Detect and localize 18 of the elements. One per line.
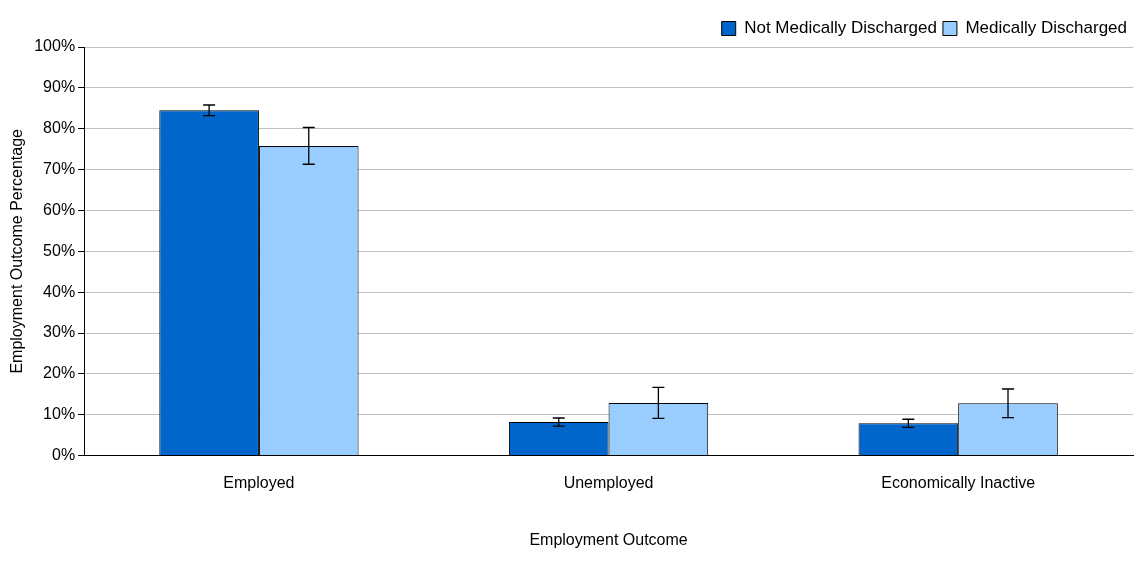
y-tick-label: 50% <box>43 241 76 259</box>
legend-label: Medically Discharged <box>965 18 1128 38</box>
y-tick-label: 60% <box>43 200 76 218</box>
x-tick-label: Employed <box>223 473 295 491</box>
y-tick-label: 0% <box>52 446 76 464</box>
y-tick-label: 30% <box>43 323 76 341</box>
y-tick-label: 70% <box>43 159 76 177</box>
y-tick-label: 20% <box>43 364 76 382</box>
y-tick-label: 90% <box>43 78 76 96</box>
y-tick-label: 40% <box>43 282 76 300</box>
x-tick-label: Unemployed <box>563 473 654 491</box>
x-axis-title: Employment Outcome <box>529 530 688 548</box>
y-tick-label: 100% <box>34 37 76 55</box>
y-tick-label: 10% <box>43 405 76 423</box>
x-tick-label: Economically Inactive <box>881 473 1036 491</box>
legend-label: Not Medically Discharged <box>744 18 937 38</box>
y-axis-title: Employment Outcome Percentage <box>8 128 26 374</box>
y-tick-label: 80% <box>43 119 76 137</box>
